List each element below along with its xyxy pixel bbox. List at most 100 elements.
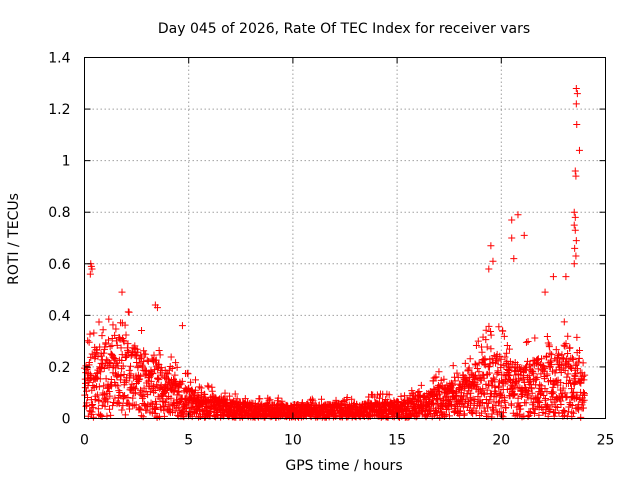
data-point (522, 399, 530, 407)
data-point (86, 270, 94, 278)
data-point (440, 375, 448, 383)
data-point (518, 413, 526, 421)
data-point (475, 368, 483, 376)
data-point (500, 332, 508, 340)
data-point (423, 411, 431, 419)
data-point (118, 406, 126, 414)
data-point (376, 394, 384, 402)
data-point (570, 221, 578, 229)
data-point (526, 360, 534, 368)
data-point (571, 244, 579, 252)
data-point (495, 384, 503, 392)
data-point (201, 390, 209, 398)
chart-title: Day 045 of 2026, Rate Of TEC Index for r… (158, 21, 530, 37)
data-point (525, 411, 533, 419)
data-point (122, 331, 130, 339)
data-point (461, 410, 469, 418)
data-point (231, 390, 239, 398)
data-point (520, 231, 528, 239)
data-point (126, 405, 134, 413)
data-point (422, 412, 430, 420)
data-point (483, 386, 491, 394)
data-point (154, 374, 162, 382)
data-point (480, 374, 488, 382)
data-point (572, 237, 580, 245)
data-point (456, 408, 464, 416)
data-point (221, 389, 229, 397)
data-point (558, 351, 566, 359)
data-point (568, 413, 576, 421)
data-point (575, 406, 583, 414)
data-point (115, 400, 123, 408)
data-point (102, 356, 110, 364)
data-point (482, 326, 490, 334)
data-point (572, 370, 580, 378)
data-point (186, 408, 194, 416)
data-point (171, 371, 179, 379)
data-point (471, 360, 479, 368)
data-point (487, 242, 495, 250)
data-point (122, 353, 130, 361)
data-point (132, 385, 140, 393)
data-point (484, 404, 492, 412)
data-point (533, 356, 541, 364)
y-axis-title: ROTI / TECUs (6, 193, 22, 285)
data-point (105, 359, 113, 367)
data-point (142, 367, 150, 375)
data-point (552, 346, 560, 354)
data-point (139, 363, 147, 371)
data-point (195, 383, 203, 391)
data-point (575, 354, 583, 362)
data-point (485, 265, 493, 273)
y-tick-label: 0.8 (48, 205, 70, 221)
data-point (114, 382, 122, 390)
data-point (142, 350, 150, 358)
data-point (256, 395, 264, 403)
data-point (549, 273, 557, 281)
data-point (109, 321, 117, 329)
data-point (543, 370, 551, 378)
data-point (551, 369, 559, 377)
data-point (573, 121, 581, 129)
data-point (187, 378, 195, 386)
data-point (553, 403, 561, 411)
data-point (479, 385, 487, 393)
data-point (233, 395, 241, 403)
y-tick-label: 1 (62, 154, 71, 170)
data-point (483, 371, 491, 379)
data-point (503, 342, 511, 350)
data-point (274, 394, 282, 402)
data-point (567, 363, 575, 371)
data-point (121, 321, 129, 329)
data-point (435, 368, 443, 376)
data-point (84, 337, 92, 345)
data-point (533, 373, 541, 381)
data-point (569, 354, 577, 362)
data-point (155, 376, 163, 384)
data-point (573, 333, 581, 341)
data-point (129, 402, 137, 410)
data-point (137, 412, 145, 420)
data-point (564, 370, 572, 378)
data-point (570, 260, 578, 268)
data-point (149, 370, 157, 378)
data-point (571, 226, 579, 234)
data-point (348, 395, 356, 403)
data-point (153, 304, 161, 312)
data-point (97, 368, 105, 376)
data-point (552, 377, 560, 385)
data-point (178, 322, 186, 330)
data-point (473, 380, 481, 388)
y-tick-label: 0 (62, 412, 71, 428)
data-point (567, 385, 575, 393)
data-point (464, 398, 472, 406)
data-point (127, 362, 135, 370)
data-point (119, 336, 127, 344)
data-point (88, 265, 96, 273)
data-point (133, 351, 141, 359)
data-point (494, 369, 502, 377)
data-point (494, 357, 502, 365)
x-axis-title: GPS time / hours (285, 458, 402, 474)
y-tick-label: 1.2 (48, 102, 70, 118)
data-point (318, 395, 325, 403)
